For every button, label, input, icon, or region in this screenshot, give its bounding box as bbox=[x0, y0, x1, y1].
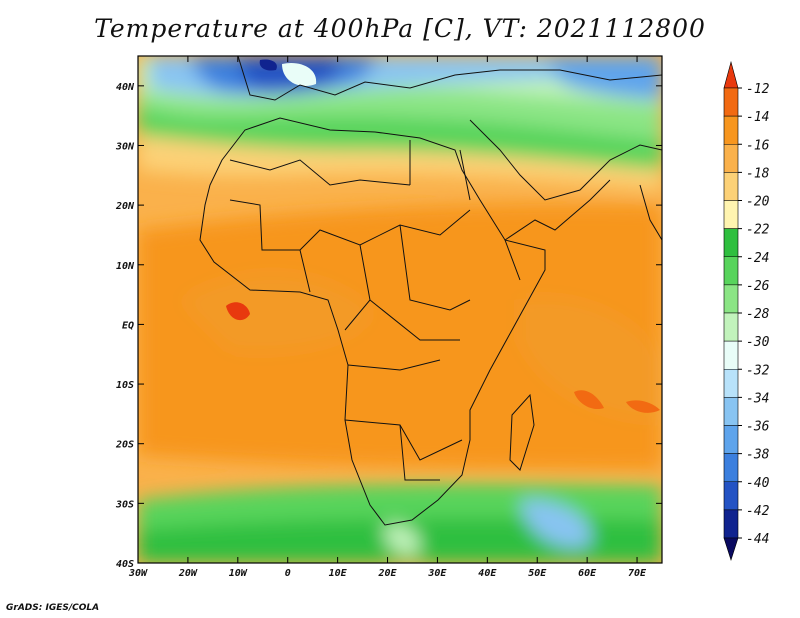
colorbar-label: -18 bbox=[746, 166, 770, 181]
colorbar-swatch bbox=[723, 143, 739, 173]
colorbar-label: -44 bbox=[746, 532, 769, 547]
colorbar-swatch bbox=[723, 481, 739, 511]
lon-tick-label: 20E bbox=[377, 568, 397, 579]
colorbar-swatch bbox=[723, 509, 739, 539]
colorbar-label: -12 bbox=[746, 82, 770, 97]
lat-tick-label: 30N bbox=[115, 141, 135, 152]
colorbar-swatch bbox=[723, 228, 739, 258]
colorbar: -12 -14 -16 -18 -20 -22 -24 -26 -28 -30 -32 -34 -36 -… bbox=[723, 60, 770, 561]
colorbar-label: -20 bbox=[746, 195, 770, 210]
colorbar-swatch bbox=[723, 537, 739, 561]
temperature-field bbox=[138, 56, 662, 563]
colorbar-label: -14 bbox=[746, 110, 769, 125]
lat-tick-label: 30S bbox=[115, 499, 134, 510]
lon-tick-label: 0 bbox=[285, 568, 291, 579]
lon-tick-label: 20W bbox=[178, 568, 198, 579]
colorbar-label: -26 bbox=[746, 279, 770, 294]
colorbar-label: -36 bbox=[746, 420, 770, 435]
colorbar-swatch bbox=[723, 200, 739, 229]
colorbar-swatch bbox=[723, 256, 739, 286]
colorbar-swatch bbox=[723, 312, 739, 342]
lon-tick-label: 30E bbox=[427, 568, 447, 579]
colorbar-label: -42 bbox=[746, 504, 770, 519]
colorbar-label: -30 bbox=[746, 335, 770, 350]
colorbar-label: -24 bbox=[746, 251, 769, 266]
lon-tick-label: 30W bbox=[128, 568, 148, 579]
colorbar-label: -40 bbox=[746, 476, 770, 491]
lon-tick-label: 70E bbox=[628, 568, 647, 579]
lon-tick-label: 10W bbox=[229, 568, 248, 579]
colorbar-swatch bbox=[723, 397, 739, 426]
lon-tick-label: 10E bbox=[329, 568, 348, 579]
colorbar-label: -16 bbox=[746, 138, 770, 153]
colorbar-swatch bbox=[723, 453, 739, 483]
colorbar-swatch bbox=[723, 340, 739, 370]
colorbar-swatch bbox=[723, 425, 739, 454]
lat-tick-label: 10N bbox=[116, 261, 135, 272]
colorbar-label: -38 bbox=[746, 448, 770, 463]
colorbar-label: -28 bbox=[746, 307, 770, 322]
colorbar-swatch bbox=[723, 60, 739, 89]
coastlines bbox=[199, 56, 662, 526]
map-title: Temperature at 400hPa [C], VT: 202111280… bbox=[94, 14, 706, 43]
longitude-axis: 30W 20W 10W 0 10E 20E 30E 40E 50E 60E 70E bbox=[128, 56, 647, 579]
colorbar-swatch bbox=[723, 284, 739, 314]
lat-tick-label: 20N bbox=[115, 201, 135, 212]
credit-label: GrADS: IGES/COLA bbox=[6, 603, 100, 613]
lon-tick-label: 40E bbox=[478, 568, 497, 579]
lat-tick-label: 40S bbox=[116, 559, 134, 570]
colorbar-swatch bbox=[723, 368, 739, 398]
lat-tick-label: 10S bbox=[116, 380, 134, 391]
colorbar-label: -32 bbox=[746, 363, 770, 378]
colorbar-label: -22 bbox=[746, 223, 770, 238]
lon-tick-label: 60E bbox=[578, 568, 597, 579]
lat-tick-label: 40N bbox=[116, 82, 135, 93]
colorbar-swatch bbox=[723, 172, 739, 201]
lat-tick-label: 20S bbox=[115, 440, 134, 451]
map-frame bbox=[137, 55, 663, 564]
colorbar-label: -34 bbox=[746, 391, 769, 406]
colorbar-swatch bbox=[723, 87, 739, 117]
colorbar-swatch bbox=[723, 115, 739, 145]
lon-tick-label: 50E bbox=[528, 568, 547, 579]
lat-tick-label: EQ bbox=[122, 320, 134, 331]
latitude-axis: 40N 30N 20N 10N EQ 10S 20S 30S 40S bbox=[115, 82, 662, 570]
